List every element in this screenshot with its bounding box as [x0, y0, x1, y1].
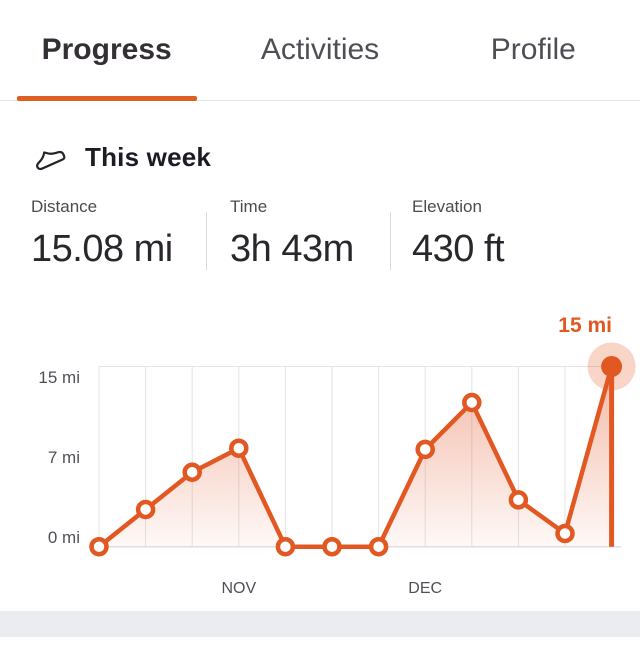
tab-progress-label: Progress	[41, 33, 172, 66]
stat-elevation-label: Elevation	[412, 197, 482, 216]
tab-profile[interactable]: Profile	[427, 0, 640, 100]
stat-elevation: Elevation 430 ft	[412, 196, 505, 270]
data-point	[182, 462, 202, 482]
data-point	[322, 536, 342, 557]
active-tab-indicator	[16, 96, 197, 101]
stat-divider	[390, 212, 391, 270]
y-axis-tick: 7 mi	[47, 448, 80, 467]
y-axis-tick: 0 mi	[47, 528, 80, 547]
stat-divider	[206, 212, 207, 270]
data-point	[275, 536, 296, 557]
top-tab-bar: Progress Activities Profile	[0, 0, 640, 101]
tab-activities[interactable]: Activities	[213, 0, 426, 100]
data-point	[229, 438, 249, 458]
stat-elevation-value: 430 ft	[412, 228, 505, 270]
section-separator	[0, 611, 640, 637]
stat-distance-label: Distance	[31, 197, 98, 216]
weekly-distance-chart[interactable]: 15 mi 15 mi 7 mi 0 mi NOV DEC	[0, 300, 640, 610]
y-axis-tick: 15 mi	[38, 368, 80, 387]
tab-progress[interactable]: Progress	[0, 0, 213, 101]
highlight-value-label: 15 mi	[558, 314, 612, 337]
tab-profile-label: Profile	[490, 33, 576, 66]
shoe-icon	[36, 150, 66, 171]
data-point	[368, 536, 389, 557]
data-point	[415, 439, 435, 460]
data-point	[508, 490, 529, 510]
progress-chart-svg	[89, 342, 636, 557]
stat-time-value: 3h 43m	[230, 228, 354, 270]
data-point	[135, 499, 156, 520]
stat-distance-value: 15.08 mi	[31, 228, 173, 270]
stat-time-label: Time	[230, 197, 268, 216]
data-point	[555, 523, 575, 544]
tab-activities-label: Activities	[260, 33, 380, 66]
highlighted-data-point	[601, 356, 623, 377]
x-axis-month-label: DEC	[408, 580, 443, 597]
week-summary-title: This week	[85, 141, 212, 172]
stat-distance: Distance 15.08 mi	[31, 196, 173, 269]
stat-time: Time 3h 43m	[230, 196, 354, 269]
week-stats-row: Distance 15.08 mi Time 3h 43m Elevation …	[0, 196, 640, 286]
x-axis-month-label: NOV	[221, 580, 257, 597]
data-point	[89, 536, 109, 557]
data-point	[462, 392, 482, 413]
week-summary-header: This week	[31, 140, 211, 174]
